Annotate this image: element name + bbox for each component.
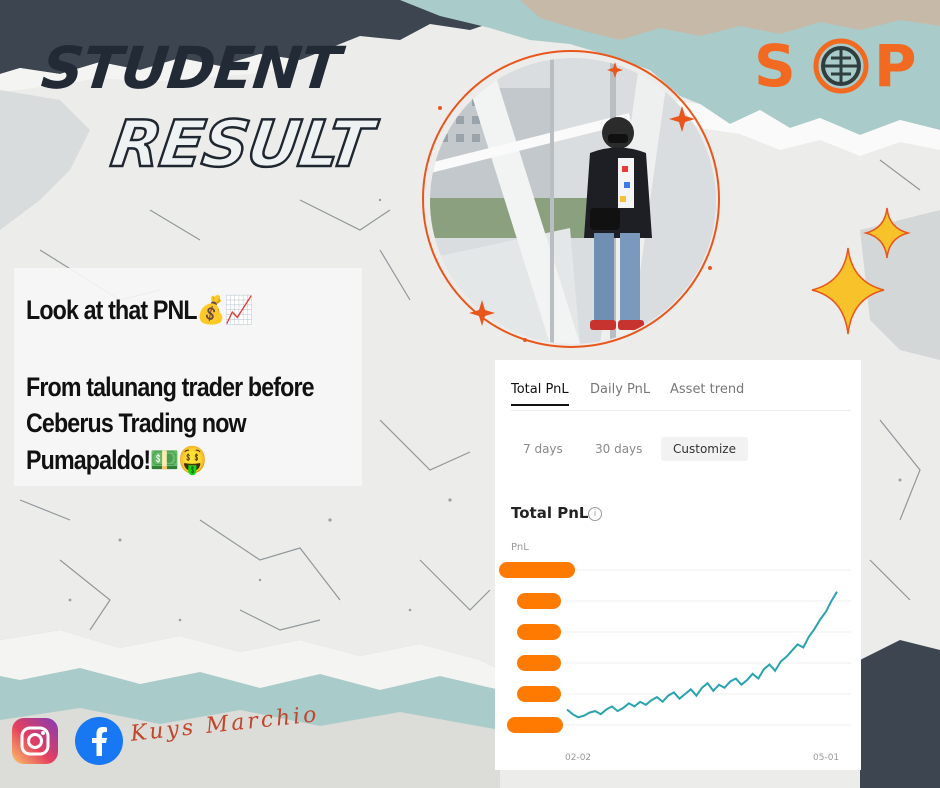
pnl-line-chart: 02-02 05-01 (499, 562, 851, 763)
tab-daily-pnl[interactable]: Daily PnL (590, 382, 651, 397)
logo-letter-s: S (754, 36, 796, 96)
logo-emblem-icon (813, 38, 869, 94)
pnl-series-line (566, 591, 838, 719)
x-tick-start: 02-02 (565, 753, 591, 763)
range-customize[interactable]: Customize (661, 437, 748, 461)
range-7-days[interactable]: 7 days (523, 442, 563, 456)
sop-logo: S P (754, 36, 917, 96)
tab-divider (511, 410, 851, 411)
headline-result: RESULT (106, 107, 378, 184)
caption-line-4: Pumapaldo!💵🤑 (26, 445, 207, 475)
student-photo (430, 58, 716, 344)
caption-box: Look at that PNL💰📈 From talunang trader … (14, 268, 362, 486)
blurred-y-tick (507, 717, 563, 733)
y-axis-label: PnL (511, 542, 529, 553)
facebook-icon[interactable] (74, 716, 124, 766)
caption-line-1: Look at that PNL💰📈 (26, 295, 254, 325)
logo-letter-p: P (874, 36, 917, 96)
tab-total-pnl[interactable]: Total PnL (511, 382, 569, 397)
blurred-y-tick (499, 562, 575, 578)
blurred-y-ticks (499, 562, 575, 733)
blurred-y-tick (517, 655, 561, 671)
blurred-y-tick (517, 686, 561, 702)
headline-student: STUDENT (38, 34, 343, 102)
x-tick-end: 05-01 (813, 753, 839, 763)
pnl-card: Total PnL Daily PnL Asset trend 7 days 3… (495, 360, 861, 770)
blurred-y-tick (517, 624, 561, 640)
info-icon[interactable]: i (588, 507, 602, 521)
blurred-y-tick (517, 593, 561, 609)
tab-asset-trend[interactable]: Asset trend (670, 382, 745, 397)
photo-ring (422, 50, 720, 348)
chart-gridlines (565, 569, 851, 726)
instagram-icon[interactable] (10, 716, 60, 766)
chart-title: Total PnL (511, 504, 589, 522)
caption-line-2: From talunang trader before (26, 372, 315, 402)
active-tab-indicator (511, 404, 569, 406)
caption-line-3: Ceberus Trading now (26, 408, 247, 438)
range-30-days[interactable]: 30 days (595, 442, 643, 456)
